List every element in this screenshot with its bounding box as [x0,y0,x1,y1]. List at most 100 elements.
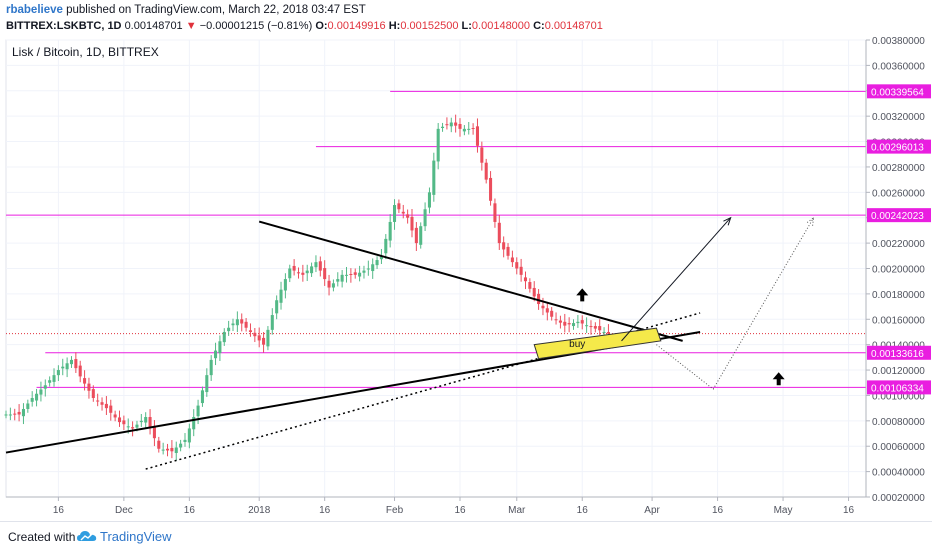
candle-body [283,279,287,291]
candle-body [541,305,545,309]
candle-body [157,440,161,449]
candle-body [4,414,8,416]
x-tick-label: Dec [115,505,133,516]
candle-body [323,268,327,280]
candle-body [349,274,353,276]
x-tick-label: 16 [184,505,196,516]
candle-body [471,128,475,130]
candle [362,265,366,279]
x-axis[interactable]: 16 Dec 16 2018 16 Feb 16 Mar 16 Apr 16 May 16 [6,496,866,516]
level-label-box [867,345,931,360]
level-label: 0.00339564 [871,87,924,98]
candle [480,141,484,171]
candle [554,312,558,325]
y-axis[interactable]: 0.00020000 0.00040000 0.00060000 0.00080000… [865,36,931,504]
candle [148,409,152,435]
candle [35,388,39,407]
candle [458,118,462,137]
candle-body [449,122,453,127]
candle [174,441,178,461]
candle [493,198,497,228]
candle [545,302,549,321]
candle-body [279,289,283,303]
level-label: 0.00296013 [871,143,924,154]
price-chart[interactable]: buy Lisk / Bitcoin, 1D, BITTREX 0.000200… [0,36,932,521]
candle [65,357,69,378]
candle [384,234,388,260]
candle-body [61,366,65,369]
candle [240,313,244,332]
created-with-label: Created with [8,530,76,544]
candle-body [126,426,130,428]
candle-body [484,162,488,180]
candle [218,335,222,362]
candle [585,317,589,333]
buy-zone [533,327,662,360]
open-value: 0.00149916 [327,20,386,32]
candle-body [235,319,239,326]
candle-body [209,359,213,376]
candle-body [69,359,74,365]
candle [571,319,576,330]
candle [270,308,274,335]
candle [427,187,431,214]
candle [122,415,126,431]
x-tick-label: 16 [843,505,855,516]
y-tick-label: 0.00320000 [872,112,925,123]
candle [170,440,174,459]
candle-body [214,350,218,359]
candle-body [475,126,479,146]
candle-body [515,262,519,269]
candle [83,370,87,391]
candle [152,420,156,447]
candle [296,267,301,279]
candle [231,318,235,332]
candle [165,443,170,457]
projection-arrowhead [723,216,732,226]
candle [523,271,528,290]
y-tick-label: 0.00080000 [872,417,925,428]
tradingview-brand[interactable]: TradingView [100,529,172,544]
candle [528,278,532,293]
tradingview-cloud-icon[interactable] [76,528,98,544]
dotted-trendline [145,312,701,470]
candle-body [314,262,318,268]
candle [432,152,436,202]
candle [209,355,213,381]
author-link[interactable]: rbabelieve [6,4,63,16]
candle-body [248,330,252,332]
candle-body [585,325,589,327]
candle [227,320,231,336]
change-down-icon: ▼ [185,20,197,32]
candle-body [275,300,279,314]
candle [550,307,554,321]
candle-body [227,327,231,332]
candle [13,408,17,421]
candle-body [296,272,301,274]
candle [406,209,410,224]
candle-body [454,122,458,126]
candle-body [231,323,235,326]
symbol-label: BITTREX:LSKBTC, 1D [6,20,122,32]
candle [388,214,392,248]
candle-body [17,411,21,415]
close-label: C: [533,20,545,32]
candle [100,397,104,411]
candle [131,421,135,437]
candle [144,412,148,429]
candle [449,117,453,133]
candle-body [375,260,379,266]
candle-body [253,332,257,337]
candle-body [432,160,436,195]
candle [349,268,353,283]
candle-body [397,203,401,210]
candle-body [340,274,344,282]
candle-body [161,449,165,451]
x-tick-label: 2018 [248,505,271,516]
x-tick-label: Mar [508,505,526,516]
candle-body [262,337,266,345]
candle [423,202,427,232]
candle-body [165,448,170,451]
level-label: 0.00242023 [871,211,924,222]
trendline [258,220,683,342]
